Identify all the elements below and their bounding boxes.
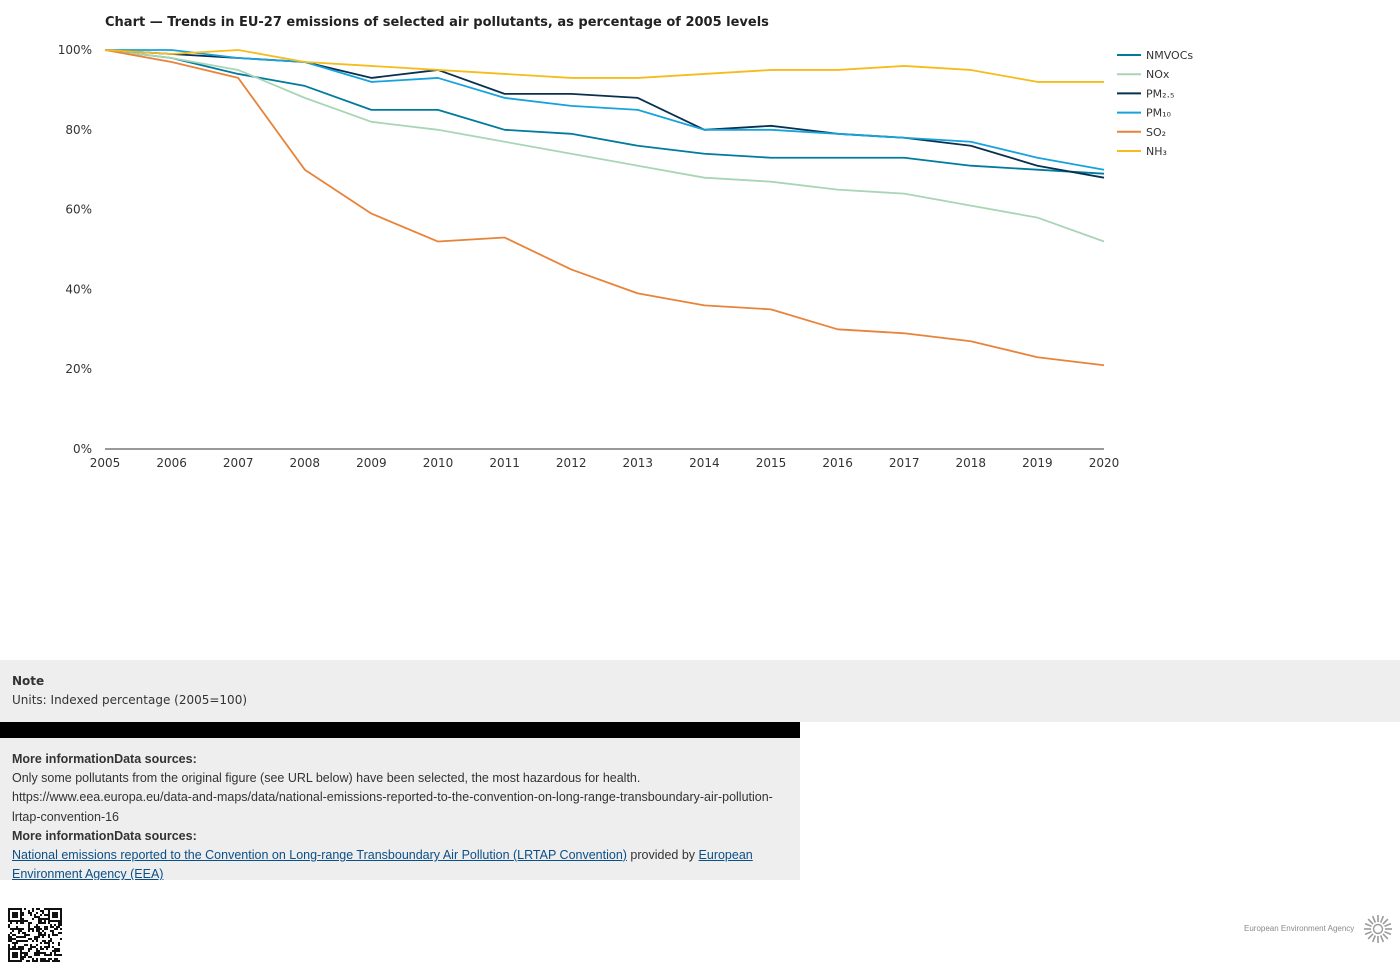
x-tick-label: 2009 [356, 456, 387, 470]
y-tick-label: 0% [73, 442, 92, 456]
legend-label: NMVOCs [1146, 49, 1193, 62]
eea-sun-icon [1364, 915, 1392, 943]
series-line-4 [104, 49, 1105, 367]
more-info-heading: More informationData sources: [12, 752, 197, 766]
y-tick-label: 60% [65, 203, 92, 217]
legend-label: NH₃ [1146, 145, 1167, 158]
y-tick-label: 100% [58, 43, 92, 57]
x-tick-label: 2005 [90, 456, 121, 470]
series-line-1 [104, 49, 1105, 243]
chart-series-lines [104, 49, 1105, 367]
y-tick-label: 40% [65, 282, 92, 296]
x-tick-label: 2008 [290, 456, 321, 470]
chart-axes: 0% 20% 40% 60% 80% 100% 2005 2006 2007 2008 2009 20… [58, 43, 1120, 470]
x-tick-label: 2011 [489, 456, 520, 470]
x-tick-label: 2006 [156, 456, 187, 470]
data-source-line: National emissions reported to the Conve… [12, 846, 782, 880]
data-sources-heading: More informationData sources: [12, 828, 197, 843]
x-tick-label: 2020 [1089, 456, 1120, 470]
chart-legend: NMVOCs NOx PM₂.₅ PM₁₀ SO₂ NH₃ [1117, 49, 1193, 158]
source-url-text: https://www.eea.europa.eu/data-and-maps/… [12, 790, 773, 824]
legend-label: NOx [1146, 68, 1170, 81]
y-tick-label: 20% [65, 362, 92, 376]
x-tick-label: 2017 [889, 456, 920, 470]
qr-code-icon [8, 908, 62, 962]
legend-label: SO₂ [1146, 126, 1166, 139]
x-tick-label: 2013 [623, 456, 654, 470]
more-info-text: Only some pollutants from the original f… [12, 771, 641, 786]
series-line-5 [104, 49, 1104, 83]
legend-label: PM₂.₅ [1146, 87, 1174, 100]
more-info-panel: More informationData sources: Only some … [0, 738, 800, 880]
x-tick-label: 2014 [689, 456, 720, 470]
x-tick-label: 2007 [223, 456, 254, 470]
series-line-0 [104, 49, 1105, 175]
note-panel: Note Units: Indexed percentage (2005=100… [0, 660, 1400, 722]
note-heading: Note [12, 674, 45, 688]
divider-bar [0, 722, 800, 738]
lrtap-source-link[interactable]: National emissions reported to the Conve… [12, 848, 627, 863]
provided-by-text: provided by [626, 848, 699, 863]
x-tick-label: 2019 [1022, 456, 1053, 470]
y-tick-label: 80% [65, 123, 92, 137]
legend-label: PM₁₀ [1146, 107, 1172, 120]
line-chart: 0% 20% 40% 60% 80% 100% 2005 2006 2007 2008 2009 20… [58, 43, 1194, 470]
x-tick-label: 2012 [556, 456, 587, 470]
x-tick-label: 2018 [956, 456, 987, 470]
x-tick-label: 2016 [822, 456, 853, 470]
series-line-3 [105, 49, 1105, 171]
chart-title: Chart — Trends in EU-27 emissions of sel… [105, 15, 769, 30]
eea-provider-link[interactable]: European Environment Agency (EEA) [12, 848, 753, 880]
eea-logo-text: European Environment Agency [1244, 924, 1355, 933]
x-tick-label: 2015 [756, 456, 787, 470]
note-text: Units: Indexed percentage (2005=100) [12, 693, 248, 707]
x-tick-label: 2010 [423, 456, 454, 470]
